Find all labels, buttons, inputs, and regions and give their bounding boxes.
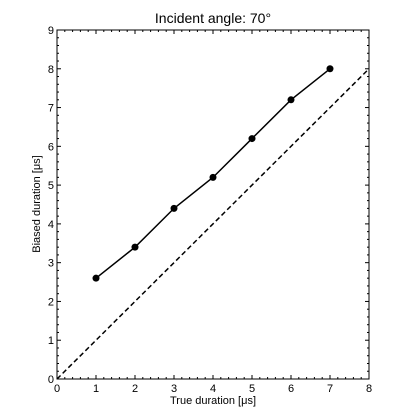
data-point [131,243,139,251]
data-point [170,204,178,212]
y-tick-label: 8 [48,64,54,76]
data-point [92,274,100,282]
plot-frame [56,29,370,380]
y-tick-label: 3 [48,258,54,270]
x-tick-label: 8 [366,383,372,395]
data-point [248,135,256,143]
series [56,65,370,380]
x-tick-label: 7 [327,383,333,395]
data-point [209,173,217,181]
y-tick-label: 0 [48,374,54,386]
y-tick-label: 6 [48,141,54,153]
x-tick-label: 2 [132,383,138,395]
reference-line [56,68,370,380]
series-line [95,68,331,279]
x-axis-label: True duration [μs] [170,395,256,407]
y-tick-label: 5 [48,180,54,192]
x-tick-label: 1 [93,383,99,395]
y-tick-label: 2 [48,296,54,308]
x-tick-label: 4 [210,383,216,395]
y-tick-label: 9 [48,25,54,37]
chart-title: Incident angle: 70° [155,10,271,26]
y-tick-label: 7 [48,103,54,115]
x-tick-label: 5 [249,383,255,395]
x-tick-label: 6 [288,383,294,395]
x-tick-label: 0 [54,383,60,395]
data-point [326,65,334,73]
x-tick-label: 3 [171,383,177,395]
y-axis-label: Biased duration [μs] [31,155,43,252]
data-point [287,96,295,104]
y-tick-label: 1 [48,335,54,347]
ticks: 0 1 2 3 4 5 6 7 8 0 1 2 3 4 5 6 7 8 9 [48,25,372,395]
y-tick-label: 4 [48,219,54,231]
